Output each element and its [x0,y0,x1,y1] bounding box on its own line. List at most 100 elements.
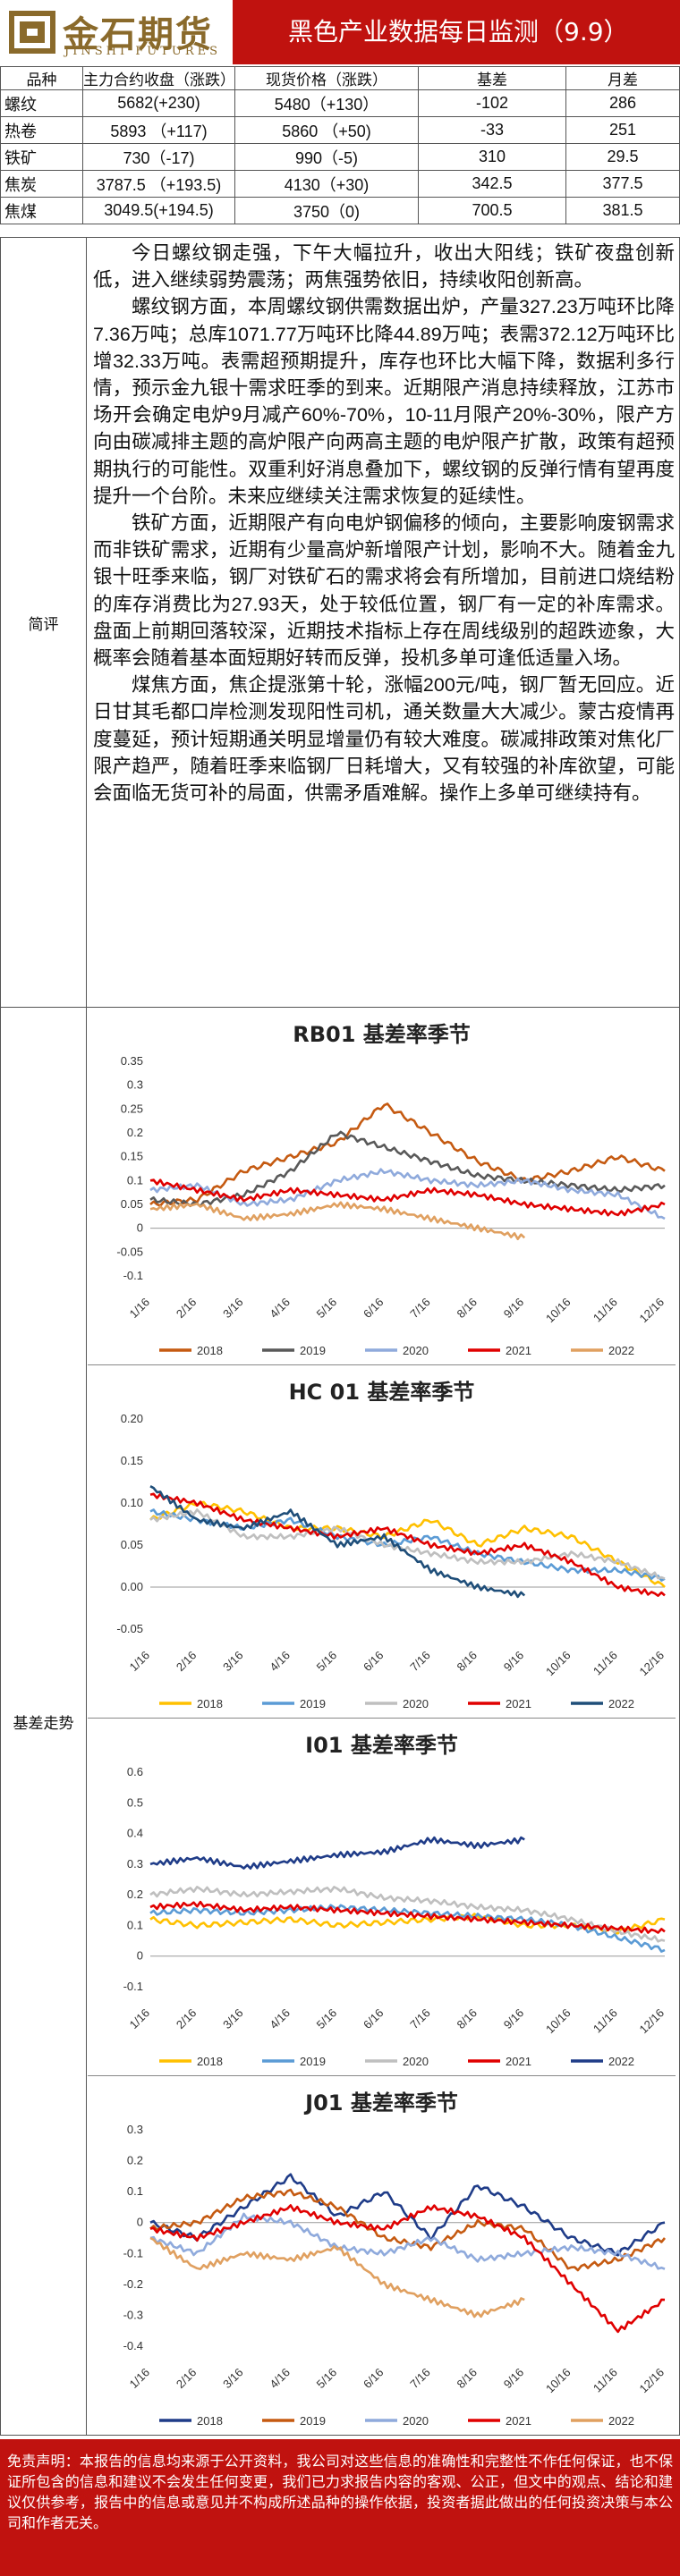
x-tick-label: 4/16 [267,2366,293,2392]
legend-label: 2019 [300,2055,326,2068]
report-title: 黑色产业数据每日监测（9.9） [288,17,629,46]
x-tick-label: 12/16 [637,2366,667,2396]
contract-close: 5893 （+117) [82,116,235,144]
x-tick-label: 4/16 [267,1296,293,1322]
y-tick-label: -0.1 [123,1980,143,1993]
series-line-2018 [149,1102,666,1207]
spot-price: 5860 （+50) [234,116,419,144]
legend-label: 2019 [300,2414,326,2428]
chart-panel-hc01: HC 01 基差率季节 0.20 0.15 0.10 0.05 0.00 -0.05 1/16… [88,1365,676,1719]
y-tick-label: 0.35 [121,1054,143,1068]
table-row: 铁矿 730（-17) 990（-5) 310 29.5 [0,143,680,171]
legend-label: 2018 [197,2055,223,2068]
company-name-cn: 金石期货 [63,13,213,55]
chart-title: I01 基差率季节 [305,1733,458,1758]
table-row: 焦煤 3049.5(+194.5) 3750（0) 700.5 381.5 [0,197,680,224]
report-header: 金石期货 JINSHI FUTURES 黑色产业数据每日监测（9.9） [0,0,680,64]
y-tick-label: 0.1 [127,1173,143,1187]
y-tick-label: 0.10 [121,1496,143,1509]
x-tick-label: 10/16 [543,1649,574,1679]
month-spread: 377.5 [565,170,680,198]
column-header: 基差 [418,66,566,90]
spot-price: 3750（0) [234,197,419,224]
commentary-paragraph: 今日螺纹钢走强，下午大幅拉升，收出大阳线；铁矿夜盘创新低，进入继续弱势震荡；两焦… [93,242,675,291]
legend-label: 2021 [506,2414,531,2428]
x-tick-label: 6/16 [361,2366,387,2392]
legend-label: 2021 [506,1344,531,1357]
x-tick-label: 1/16 [127,1296,153,1322]
table-header-row: 品种 主力合约收盘（涨跌） 现货价格（涨跌） 基差 月差 [0,66,680,90]
x-tick-label: 5/16 [314,2366,340,2392]
series-line-2020 [149,2212,666,2270]
series-line-2019 [149,1904,666,1953]
chart-title: J01 基差率季节 [303,2090,458,2116]
x-tick-label: 9/16 [501,2006,527,2032]
x-tick-label: 11/16 [591,2006,620,2036]
legend-label: 2020 [403,1697,429,1710]
month-spread: 381.5 [565,197,680,224]
y-tick-label: 0.2 [127,1888,143,1901]
x-tick-label: 3/16 [220,1649,246,1675]
x-tick-label: 12/16 [637,1296,667,1326]
chart-title: HC 01 基差率季节 [289,1380,475,1405]
x-tick-label: 8/16 [455,2006,480,2032]
series-line-2021 [149,2204,666,2334]
contract-close: 3787.5 （+193.5) [82,170,235,198]
y-tick-label: 0.25 [121,1102,143,1115]
y-tick-label: 0.15 [121,1150,143,1163]
commentary-paragraph: 铁矿方面，近期限产有向电炉钢偏移的倾向，主要影响废钢需求而非铁矿需求，近期有少量… [93,512,675,670]
legend-label: 2020 [403,2055,429,2068]
x-tick-label: 4/16 [267,2006,293,2032]
legend-label: 2021 [506,1697,531,1710]
x-tick-label: 10/16 [543,1296,574,1326]
x-tick-label: 6/16 [361,2006,387,2032]
legend-label: 2022 [608,2414,634,2428]
basis-trend-label: 基差走势 [1,1008,87,2436]
series-line-2022 [149,2236,525,2318]
basis-value: 700.5 [418,197,566,224]
x-tick-label: 11/16 [591,1649,620,1678]
rb01-basis-chart: RB01 基差率季节 0.35 0.3 0.25 0.2 0.15 0.1 0.05 0 -0.0… [116,1022,667,1357]
series-line-2021 [149,1492,666,1598]
x-tick-label: 7/16 [407,2366,433,2392]
x-tick-label: 4/16 [267,1649,293,1675]
x-tick-label: 1/16 [127,2366,153,2392]
y-tick-label: 0.05 [121,1538,143,1551]
x-tick-label: 12/16 [637,1649,667,1679]
x-tick-label: 3/16 [220,2366,246,2392]
y-tick-label: -0.1 [123,2246,143,2259]
y-tick-label: 0 [137,2216,143,2229]
commentary-paragraph: 煤焦方面，焦企提涨第十轮，涨幅200元/吨，钢厂暂无回应。近日甘其毛都口岸检测发… [93,674,675,805]
contract-close: 3049.5(+194.5) [82,197,235,224]
spot-price: 4130（+30) [234,170,419,198]
y-tick-label: 0.1 [127,1918,143,1931]
y-tick-label: -0.1 [123,1269,143,1282]
x-tick-label: 10/16 [543,2006,574,2037]
x-tick-label: 7/16 [407,1649,433,1675]
month-spread: 251 [565,116,680,144]
y-tick-label: -0.3 [123,2308,143,2321]
x-tick-label: 7/16 [407,2006,433,2032]
series-line-2022 [149,1485,526,1599]
x-tick-label: 3/16 [220,1296,246,1322]
price-table: 品种 主力合约收盘（涨跌） 现货价格（涨跌） 基差 月差 螺纹 5682(+23… [0,66,680,224]
y-tick-label: 0.2 [127,1126,143,1139]
y-tick-label: 0.5 [127,1795,143,1809]
series-line-2019 [149,1130,666,1208]
x-tick-label: 9/16 [501,1649,527,1675]
series-line-2022 [149,1201,526,1241]
logo-emblem-icon [9,11,55,54]
x-tick-label: 11/16 [591,1296,620,1325]
legend-label: 2019 [300,1697,326,1710]
x-tick-label: 12/16 [637,2006,667,2037]
legend-label: 2022 [608,1344,634,1357]
table-row: 螺纹 5682(+230) 5480（+130） -102 286 [0,89,680,117]
series-line-2022 [149,1836,525,1870]
series-line-2018 [149,2173,666,2257]
basis-value: -102 [418,89,566,117]
i01-basis-chart: I01 基差率季节 0.6 0.5 0.4 0.3 0.2 0.1 0 -0.1 1/16 2/16… [123,1733,667,2068]
column-header: 品种 [0,66,83,90]
x-tick-label: 2/16 [174,1649,200,1675]
legend-label: 2020 [403,2414,429,2428]
contract-close: 5682(+230) [82,89,235,117]
